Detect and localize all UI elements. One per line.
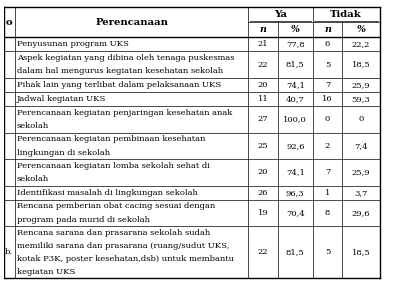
Text: 27: 27 [258,115,268,123]
Text: 0: 0 [325,115,330,123]
Text: 6: 6 [325,40,330,48]
Text: 18,5: 18,5 [352,248,370,256]
Text: 20: 20 [258,168,268,176]
Text: 74,1: 74,1 [286,81,305,89]
Text: sekolah: sekolah [17,175,49,183]
Text: 19: 19 [258,209,268,217]
Text: 20: 20 [258,81,268,89]
Text: 22: 22 [258,61,268,69]
Text: Perencanaan kegiatan penjaringan kesehatan anak: Perencanaan kegiatan penjaringan kesehat… [17,109,232,117]
Text: 26: 26 [258,189,268,197]
Text: Penyusunan program UKS: Penyusunan program UKS [17,40,129,48]
Text: 25: 25 [258,142,268,150]
Text: 92,6: 92,6 [286,142,304,150]
Text: 25,9: 25,9 [352,81,370,89]
Text: memiliki sarana dan prasarana (ruang/sudut UKS,: memiliki sarana dan prasarana (ruang/sud… [17,242,229,250]
Text: Ya: Ya [274,10,287,19]
Text: 7: 7 [325,81,330,89]
Text: Perencanaan kegiatan lomba sekolah sehat di: Perencanaan kegiatan lomba sekolah sehat… [17,162,210,170]
Text: Rencana sarana dan prasarana sekolah sudah: Rencana sarana dan prasarana sekolah sud… [17,229,210,237]
Text: Tidak: Tidak [330,10,362,19]
Text: Jadwal kegiatan UKS: Jadwal kegiatan UKS [17,95,106,103]
Text: 0: 0 [358,115,364,123]
Text: 22: 22 [258,248,268,256]
Text: 7,4: 7,4 [354,142,368,150]
Text: 7: 7 [325,168,330,176]
Text: n: n [324,25,331,34]
Text: kegiatan UKS: kegiatan UKS [17,268,75,276]
Text: 81,5: 81,5 [286,248,305,256]
Text: 59,3: 59,3 [352,95,370,103]
Text: 5: 5 [325,248,330,256]
Text: Perencanaan: Perencanaan [95,18,168,27]
Text: program pada murid di sekolah: program pada murid di sekolah [17,216,150,224]
Text: 11: 11 [258,95,268,103]
Text: sekolah: sekolah [17,122,49,130]
Text: o: o [6,18,12,27]
Text: kotak P3K, poster kesehatan,dsb) untuk membantu: kotak P3K, poster kesehatan,dsb) untuk m… [17,255,234,262]
Text: Pihak lain yang terlibat dalam pelaksanaan UKS: Pihak lain yang terlibat dalam pelaksana… [17,81,221,89]
Text: 96,3: 96,3 [286,189,304,197]
Text: 8: 8 [325,209,330,217]
Text: 100,0: 100,0 [283,115,307,123]
Text: Identifikasi masalah di lingkungan sekolah: Identifikasi masalah di lingkungan sekol… [17,189,198,197]
Text: Aspek kegiatan yang dibina oleh tenaga puskesmas: Aspek kegiatan yang dibina oleh tenaga p… [17,54,234,62]
Text: 18,5: 18,5 [352,61,370,69]
Text: 70,4: 70,4 [286,209,305,217]
Text: n: n [260,25,266,34]
Text: %: % [291,25,300,34]
Text: lingkungan di sekolah: lingkungan di sekolah [17,148,110,156]
Text: 1: 1 [325,189,330,197]
Text: 5: 5 [325,61,330,69]
Text: 74,1: 74,1 [286,168,305,176]
Text: 40,7: 40,7 [286,95,305,103]
Text: 3,7: 3,7 [354,189,368,197]
Text: 25,9: 25,9 [352,168,370,176]
Text: b.: b. [5,248,13,256]
Text: 2: 2 [325,142,330,150]
Text: 81,5: 81,5 [286,61,305,69]
Text: 22,2: 22,2 [352,40,370,48]
Text: %: % [356,25,366,34]
Text: dalam hal mengurus kegiatan kesehatan sekolah: dalam hal mengurus kegiatan kesehatan se… [17,67,223,75]
Text: 16: 16 [322,95,333,103]
Text: 21: 21 [258,40,268,48]
Text: 29,6: 29,6 [352,209,370,217]
Text: Rencana pemberian obat cacing sesuai dengan: Rencana pemberian obat cacing sesuai den… [17,202,215,210]
Text: Perencanaan kegiatan pembinaan kesehatan: Perencanaan kegiatan pembinaan kesehatan [17,135,205,143]
Text: 77,8: 77,8 [286,40,305,48]
